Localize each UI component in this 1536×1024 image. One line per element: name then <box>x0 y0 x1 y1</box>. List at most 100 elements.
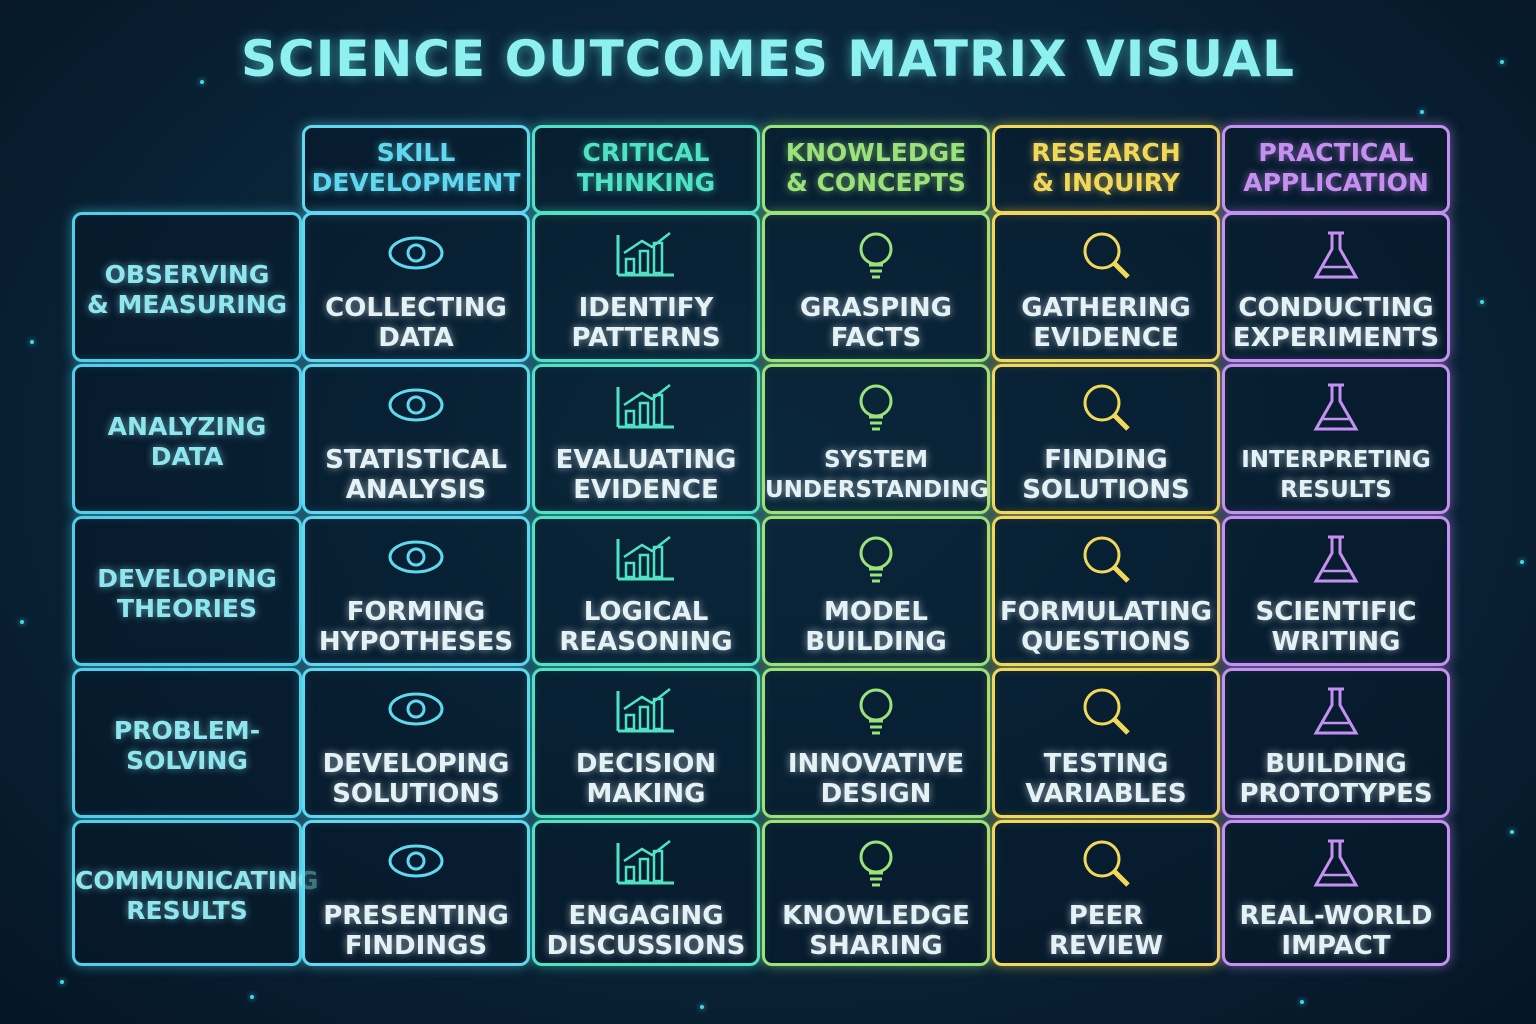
row-header: COMMUNICATING RESULTS <box>72 820 319 966</box>
text-line: REASONING <box>559 627 733 657</box>
cell-icon <box>376 377 456 441</box>
text-line: EVIDENCE <box>1033 323 1179 353</box>
cell-icon <box>836 529 916 593</box>
icon <box>1313 535 1359 583</box>
text-line: PROBLEM- <box>113 716 261 745</box>
matrix-cell: DECISION MAKING <box>532 668 760 818</box>
cell-icon <box>606 377 686 441</box>
matrix-cell: TESTING VARIABLES <box>992 668 1220 818</box>
text-line: APPLICATION <box>1243 168 1429 197</box>
bg-dot <box>20 620 24 624</box>
icon <box>859 688 893 735</box>
cell-icon <box>1296 833 1376 897</box>
text-line: CRITICAL <box>582 138 710 167</box>
text-line: & INQUIRY <box>1032 168 1180 197</box>
text-line: DATA <box>378 323 454 353</box>
matrix-cell: GRASPING FACTS <box>762 212 990 362</box>
cell-icon <box>606 681 686 745</box>
matrix-cell: KNOWLEDGE SHARING <box>762 820 990 966</box>
matrix-cell: FORMING HYPOTHESES <box>302 516 530 666</box>
text: SKILL DEVELOPMENT <box>305 138 527 198</box>
text-line: KNOWLEDGE <box>785 138 967 167</box>
matrix-cell: SCIENTIFIC WRITING <box>1222 516 1450 666</box>
icon <box>616 536 674 581</box>
text-line: VARIABLES <box>1025 779 1187 809</box>
text-line: REAL-WORLD <box>1239 901 1433 931</box>
text-line: DATA <box>150 442 224 471</box>
text: ENGAGING DISCUSSIONS <box>535 901 757 961</box>
icon <box>388 236 444 270</box>
cell-icon <box>1066 529 1146 593</box>
matrix-cell: INTERPRETING RESULTS <box>1222 364 1450 514</box>
bg-dot <box>1480 300 1484 304</box>
text-line: INNOVATIVE <box>787 749 965 779</box>
text: DEVELOPING SOLUTIONS <box>305 749 527 809</box>
text: FORMING HYPOTHESES <box>305 597 527 657</box>
text: SCIENTIFIC WRITING <box>1225 597 1447 657</box>
title: SCIENCE OUTCOMES MATRIX VISUAL <box>241 30 1295 88</box>
text-line: COLLECTING <box>325 293 507 323</box>
text: KNOWLEDGE & CONCEPTS <box>765 138 987 198</box>
text: SYSTEM UNDERSTANDING <box>765 445 989 505</box>
matrix-cell: REAL-WORLD IMPACT <box>1222 820 1450 966</box>
cell-icon <box>376 681 456 745</box>
icon <box>616 688 674 733</box>
icon <box>1313 839 1359 887</box>
text-line: COMMUNICATING <box>75 866 319 895</box>
bg-dot <box>1510 830 1514 834</box>
cell-icon <box>1066 833 1146 897</box>
text-line: FACTS <box>830 323 922 353</box>
text: PROBLEM- SOLVING <box>75 716 299 776</box>
column-header: RESEARCH & INQUIRY <box>992 125 1220 214</box>
matrix-cell: STATISTICAL ANALYSIS <box>302 364 530 514</box>
cell-icon <box>1296 681 1376 745</box>
text-line: EVIDENCE <box>573 475 719 505</box>
text-line: RESEARCH <box>1031 138 1181 167</box>
text: MODEL BUILDING <box>765 597 987 657</box>
matrix-cell: INNOVATIVE DESIGN <box>762 668 990 818</box>
text-line: DEVELOPMENT <box>311 168 521 197</box>
text: LOGICAL REASONING <box>535 597 757 657</box>
text-line: SOLUTIONS <box>332 779 500 809</box>
column-header: KNOWLEDGE & CONCEPTS <box>762 125 990 214</box>
matrix-cell: ENGAGING DISCUSSIONS <box>532 820 760 966</box>
text: FORMULATING QUESTIONS <box>995 597 1217 657</box>
text-line: FORMING <box>346 597 486 627</box>
text-line: & MEASURING <box>86 290 288 319</box>
text-line: DISCUSSIONS <box>546 931 746 961</box>
icon <box>1083 840 1130 887</box>
text-line: DECISION <box>575 749 717 779</box>
text-line: THINKING <box>576 168 716 197</box>
bg-dot <box>1420 110 1424 114</box>
text: ANALYZING DATA <box>75 412 299 472</box>
column-header: CRITICAL THINKING <box>532 125 760 214</box>
text-line: BUILDING <box>1265 749 1407 779</box>
text: CONDUCTING EXPERIMENTS <box>1225 293 1447 353</box>
matrix-cell: BUILDING PROTOTYPES <box>1222 668 1450 818</box>
cell-icon <box>836 225 916 289</box>
matrix-cell: PRESENTING FINDINGS <box>302 820 530 966</box>
cell-icon <box>1296 529 1376 593</box>
text-line: SOLVING <box>126 746 248 775</box>
matrix-cell: COLLECTING DATA <box>302 212 530 362</box>
cell-icon <box>836 833 916 897</box>
text-line: IDENTIFY <box>578 293 714 323</box>
text-line: DEVELOPING <box>322 749 510 779</box>
text: REAL-WORLD IMPACT <box>1225 901 1447 961</box>
icon <box>859 536 893 583</box>
cell-icon <box>606 833 686 897</box>
text-line: FINDING <box>1044 445 1168 475</box>
icon <box>859 840 893 887</box>
text-line: SKILL <box>376 138 456 167</box>
icon <box>1313 687 1359 735</box>
text: GATHERING EVIDENCE <box>995 293 1217 353</box>
bg-dot <box>200 80 204 84</box>
cell-icon <box>376 225 456 289</box>
text: IDENTIFY PATTERNS <box>535 293 757 353</box>
text: GRASPING FACTS <box>765 293 987 353</box>
cell-icon <box>376 833 456 897</box>
text-line: GRASPING <box>799 293 953 323</box>
matrix-cell: LOGICAL REASONING <box>532 516 760 666</box>
cell-icon <box>1296 377 1376 441</box>
